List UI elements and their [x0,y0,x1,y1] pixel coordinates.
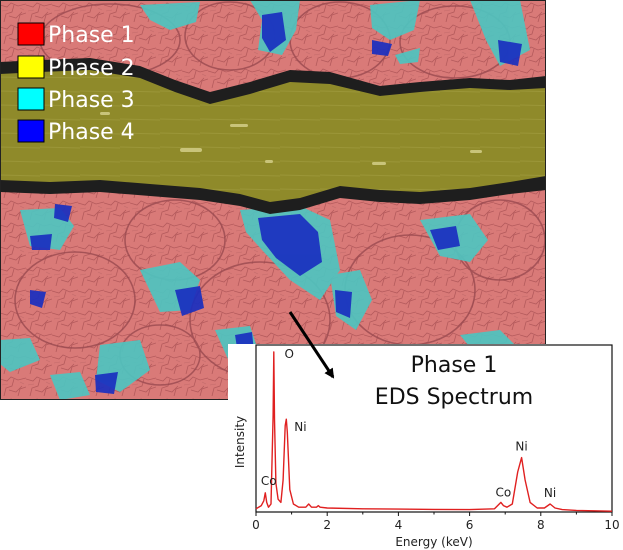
x-tick-label: 0 [252,518,260,532]
legend-item-phase-2: Phase 2 [17,55,135,81]
x-tick-label: 6 [466,518,474,532]
x-tick-label: 2 [323,518,331,532]
legend-item-phase-3: Phase 3 [17,87,135,113]
y-axis-title: Intensity [233,416,247,468]
legend-swatch-phase-2 [17,55,45,79]
phase-map-micrograph: Phase 1 Phase 2 Phase 3 Phase 4 [0,0,546,400]
legend-label-phase-3: Phase 3 [48,88,135,113]
peak-label-ni: Ni [544,486,556,500]
legend-swatch-phase-3 [17,87,45,111]
x-tick-label: 10 [604,518,619,532]
peak-label-o: O [285,347,294,361]
eds-spectrum-chart: Phase 1 EDS Spectrum 0 2 4 6 8 10 Energy (keV… [228,344,623,550]
spectrum-title-line-2: EDS Spectrum [375,385,533,410]
spectrum-title-line-1: Phase 1 [411,353,498,378]
band-boundary-bottom [0,174,546,214]
legend-swatch-phase-1 [17,22,45,46]
x-axis-title: Energy (keV) [395,535,472,549]
peak-label-ni: Ni [515,440,527,454]
legend-label-phase-4: Phase 4 [48,120,135,145]
x-tick-label: 8 [537,518,545,532]
peak-label-co: Co [261,474,277,488]
peak-label-ni: Ni [294,420,306,434]
phase-legend: Phase 1 Phase 2 Phase 3 Phase 4 [17,22,135,145]
legend-swatch-phase-4 [17,119,45,143]
x-tick-label: 4 [395,518,403,532]
phase2-band [0,70,546,202]
x-axis-ticks: 0 2 4 6 8 10 [252,512,620,532]
peak-label-co: Co [496,485,512,499]
band-inclusions [100,112,482,165]
spectrum-line [255,351,613,512]
phase4-regions [30,12,522,394]
legend-label-phase-1: Phase 1 [48,23,135,48]
legend-label-phase-2: Phase 2 [48,56,135,81]
legend-item-phase-1: Phase 1 [17,22,135,48]
legend-item-phase-4: Phase 4 [17,119,135,145]
